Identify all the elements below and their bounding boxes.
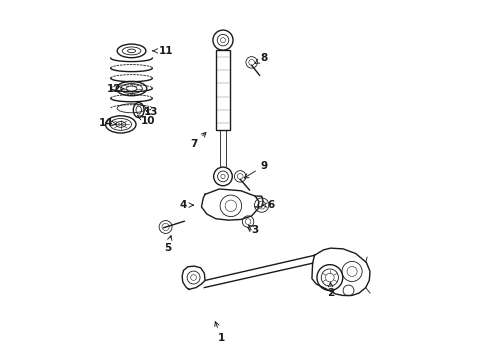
Text: 1: 1 xyxy=(214,321,224,343)
Text: 8: 8 xyxy=(254,53,267,63)
Text: 2: 2 xyxy=(326,282,333,298)
Text: 10: 10 xyxy=(137,116,155,126)
Text: 7: 7 xyxy=(190,132,205,149)
Text: 13: 13 xyxy=(144,107,158,117)
Text: 9: 9 xyxy=(244,161,267,178)
Text: 6: 6 xyxy=(262,200,274,210)
Text: 12: 12 xyxy=(106,84,123,94)
Text: 5: 5 xyxy=(163,236,172,253)
Text: 4: 4 xyxy=(180,200,193,210)
Text: 14: 14 xyxy=(99,118,117,128)
Text: 3: 3 xyxy=(248,225,258,235)
Text: 11: 11 xyxy=(152,46,172,56)
